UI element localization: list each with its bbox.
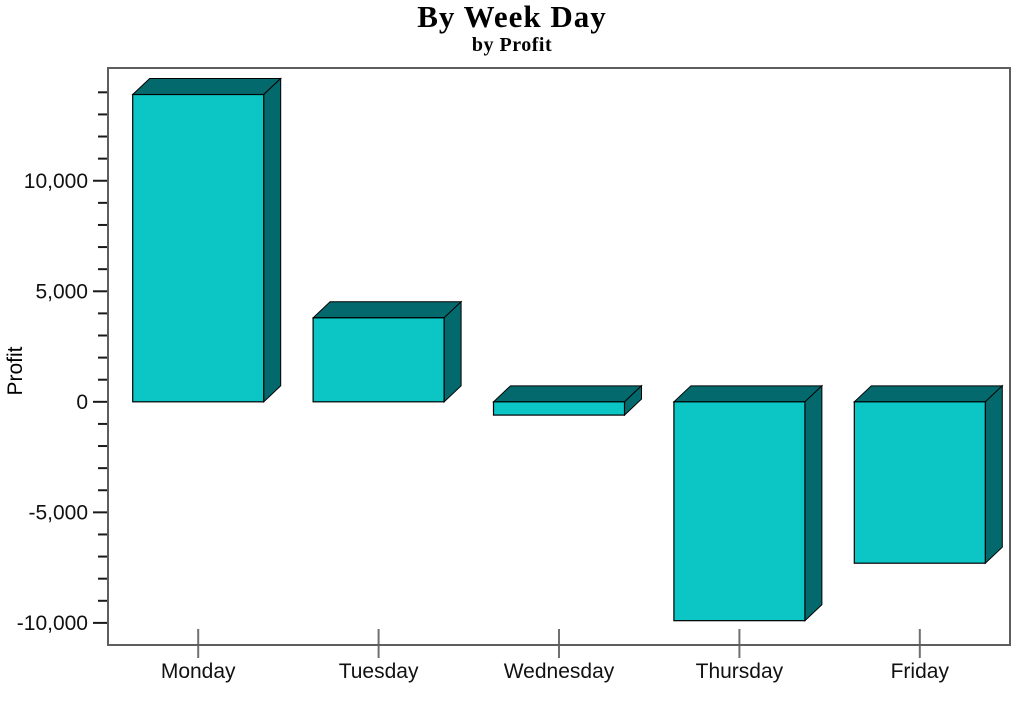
y-tick-label: 0	[76, 391, 88, 414]
chart-subtitle: by Profit	[471, 34, 553, 56]
bar-front-face	[492, 401, 626, 416]
y-tick-label: 10,000	[24, 170, 88, 193]
y-axis-ticks	[93, 91, 108, 624]
bar-top-face	[672, 385, 824, 403]
x-tick-label: Thursday	[696, 660, 784, 683]
x-tick-label: Wednesday	[504, 660, 615, 683]
bar-side-face	[443, 300, 462, 403]
x-tick-label: Tuesday	[339, 660, 419, 683]
bars	[131, 77, 1004, 622]
bar-front-face	[673, 401, 806, 622]
bar-top-face	[492, 385, 643, 403]
bar-monday	[131, 77, 282, 403]
bar-front-face	[132, 93, 265, 403]
bar-tuesday	[311, 300, 463, 403]
bar-top-face	[131, 78, 282, 96]
bar-top-face	[853, 385, 1004, 403]
y-tick-label: -10,000	[17, 612, 88, 635]
bar-side-face	[804, 384, 823, 622]
y-tick-label: 5,000	[35, 281, 88, 304]
bar-front-face	[312, 317, 445, 403]
bar-side-face	[263, 77, 282, 403]
bar-thursday	[672, 384, 824, 622]
bar-side-face	[984, 384, 1003, 565]
bar-friday	[853, 384, 1004, 565]
chart-title: By Week Day	[417, 0, 607, 34]
x-tick-label: Friday	[891, 660, 950, 683]
plot-frame	[107, 67, 1011, 646]
bar-wednesday	[492, 384, 643, 417]
x-axis-ticks	[197, 629, 921, 658]
y-tick-label: -5,000	[28, 502, 88, 525]
bar-top-face	[311, 301, 463, 319]
axis-tick-labels: 10,000 5,000 0 -5,000 -10,000 Monday Tuesday We…	[17, 170, 950, 683]
bar-front-face	[853, 401, 986, 564]
x-tick-label: Monday	[161, 660, 236, 683]
